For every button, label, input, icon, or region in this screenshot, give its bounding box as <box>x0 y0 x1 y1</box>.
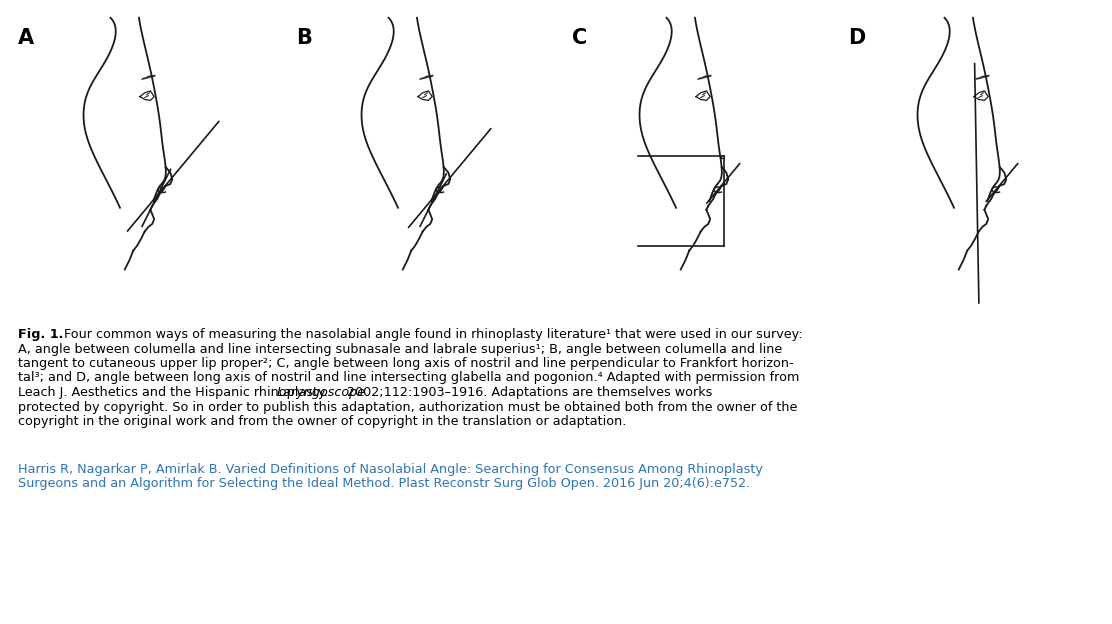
Text: Fig. 1.: Fig. 1. <box>18 328 63 341</box>
Text: A: A <box>18 28 34 48</box>
Text: Laryngoscope.: Laryngoscope. <box>277 386 370 399</box>
Text: D: D <box>848 28 865 48</box>
Text: 2002;112:1903–1916. Adaptations are themselves works: 2002;112:1903–1916. Adaptations are them… <box>344 386 713 399</box>
Text: A, angle between columella and line intersecting subnasale and labrale superius¹: A, angle between columella and line inte… <box>18 343 782 356</box>
Text: Four common ways of measuring the nasolabial angle found in rhinoplasty literatu: Four common ways of measuring the nasola… <box>60 328 803 341</box>
Text: B: B <box>296 28 311 48</box>
Text: Surgeons and an Algorithm for Selecting the Ideal Method. Plast Reconstr Surg Gl: Surgeons and an Algorithm for Selecting … <box>18 477 751 490</box>
Text: tangent to cutaneous upper lip proper²; C, angle between long axis of nostril an: tangent to cutaneous upper lip proper²; … <box>18 357 794 370</box>
Text: tal³; and D, angle between long axis of nostril and line intersecting glabella a: tal³; and D, angle between long axis of … <box>18 371 800 384</box>
Text: Harris R, Nagarkar P, Amirlak B. Varied Definitions of Nasolabial Angle: Searchi: Harris R, Nagarkar P, Amirlak B. Varied … <box>18 463 763 476</box>
Text: C: C <box>572 28 587 48</box>
Text: Leach J. Aesthetics and the Hispanic rhinoplasty.: Leach J. Aesthetics and the Hispanic rhi… <box>18 386 331 399</box>
Text: protected by copyright. So in order to publish this adaptation, authorization mu: protected by copyright. So in order to p… <box>18 401 797 414</box>
Text: copyright in the original work and from the owner of copyright in the translatio: copyright in the original work and from … <box>18 415 626 428</box>
